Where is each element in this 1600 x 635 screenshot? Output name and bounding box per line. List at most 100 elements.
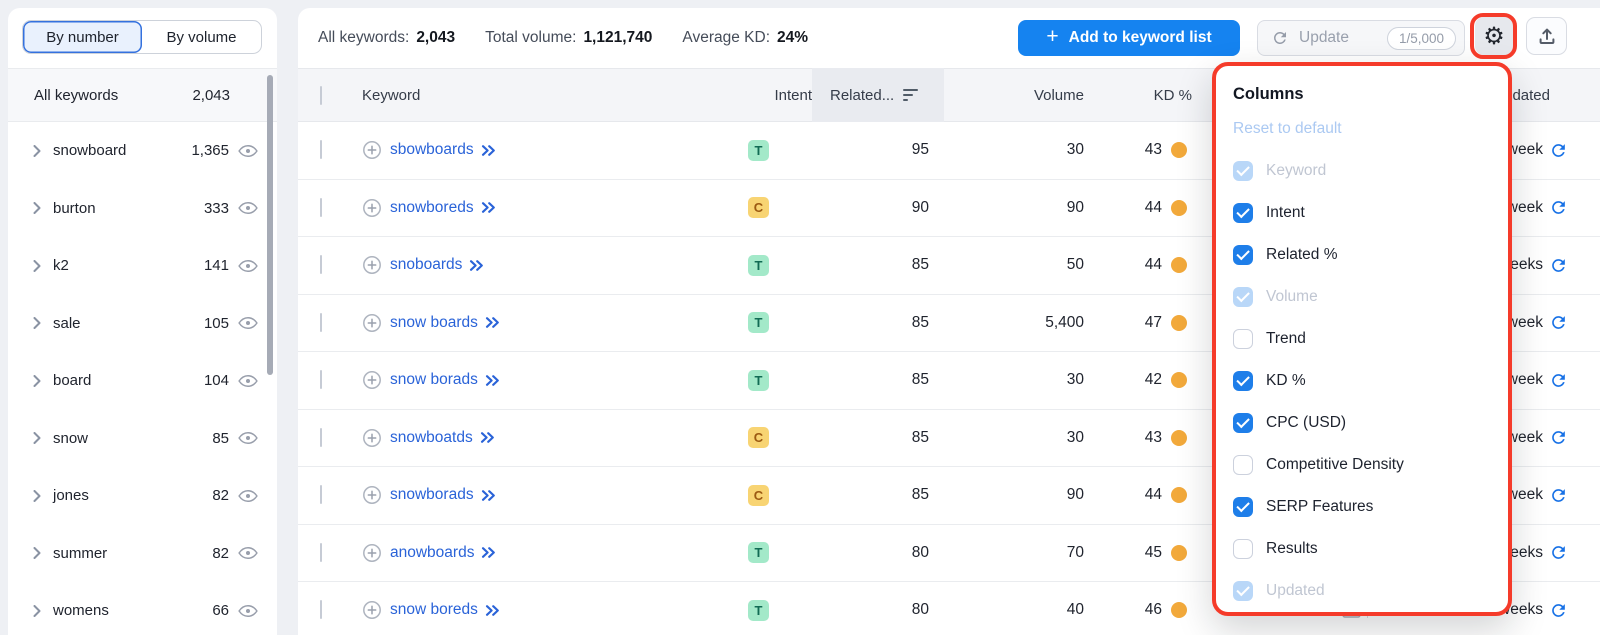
- refresh-row-icon[interactable]: [1549, 428, 1568, 447]
- checkbox-icon[interactable]: [1233, 371, 1253, 391]
- chevron-right-icon[interactable]: [33, 202, 41, 215]
- double-chevron-icon[interactable]: [469, 259, 484, 271]
- keyword-link[interactable]: anowboards: [390, 543, 475, 561]
- header-intent[interactable]: Intent: [774, 86, 812, 104]
- double-chevron-icon[interactable]: [481, 144, 496, 156]
- eye-icon[interactable]: [238, 201, 258, 215]
- double-chevron-icon[interactable]: [485, 374, 500, 386]
- add-keyword-icon[interactable]: [362, 198, 382, 218]
- keyword-group-item[interactable]: sale 105: [8, 295, 277, 353]
- tab-by-number[interactable]: By number: [23, 21, 142, 53]
- all-keywords-row[interactable]: All keywords 2,043: [8, 68, 277, 122]
- chevron-right-icon[interactable]: [33, 604, 41, 617]
- keyword-link[interactable]: snow boards: [390, 313, 478, 331]
- header-kd[interactable]: KD %: [1153, 86, 1192, 104]
- checkbox-icon[interactable]: [1233, 413, 1253, 433]
- refresh-row-icon[interactable]: [1549, 371, 1568, 390]
- keyword-link[interactable]: snowboatds: [390, 428, 473, 446]
- checkbox-icon[interactable]: [1233, 329, 1253, 349]
- keyword-group-item[interactable]: jones 82: [8, 467, 277, 525]
- keyword-group-item[interactable]: burton 333: [8, 180, 277, 238]
- column-toggle-item[interactable]: Related %: [1233, 234, 1492, 276]
- chevron-right-icon[interactable]: [33, 317, 41, 330]
- eye-icon[interactable]: [238, 374, 258, 388]
- sidebar-scrollbar[interactable]: [267, 75, 273, 375]
- refresh-row-icon[interactable]: [1549, 198, 1568, 217]
- select-all-checkbox[interactable]: [320, 85, 322, 105]
- refresh-row-icon[interactable]: [1549, 601, 1568, 620]
- chevron-right-icon[interactable]: [33, 432, 41, 445]
- column-toggle-item[interactable]: KD %: [1233, 360, 1492, 402]
- checkbox-icon[interactable]: [1233, 455, 1253, 475]
- chevron-right-icon[interactable]: [33, 547, 41, 560]
- checkbox-icon[interactable]: [1233, 161, 1253, 181]
- add-keyword-icon[interactable]: [362, 255, 382, 275]
- chevron-right-icon[interactable]: [33, 374, 41, 387]
- eye-icon[interactable]: [238, 259, 258, 273]
- double-chevron-icon[interactable]: [481, 489, 496, 501]
- row-checkbox[interactable]: [320, 312, 322, 332]
- export-button[interactable]: [1526, 17, 1567, 55]
- header-related[interactable]: Related...: [812, 68, 944, 122]
- column-toggle-item[interactable]: Keyword: [1233, 150, 1492, 192]
- column-toggle-item[interactable]: Intent: [1233, 192, 1492, 234]
- refresh-row-icon[interactable]: [1549, 256, 1568, 275]
- checkbox-icon[interactable]: [1233, 539, 1253, 559]
- column-toggle-item[interactable]: Updated: [1233, 570, 1492, 612]
- keyword-group-item[interactable]: womens 66: [8, 582, 277, 635]
- column-toggle-item[interactable]: CPC (USD): [1233, 402, 1492, 444]
- row-checkbox[interactable]: [320, 197, 322, 217]
- refresh-row-icon[interactable]: [1549, 543, 1568, 562]
- keyword-group-item[interactable]: snow 85: [8, 410, 277, 468]
- checkbox-icon[interactable]: [1233, 581, 1253, 601]
- chevron-right-icon[interactable]: [33, 144, 41, 157]
- keyword-group-item[interactable]: summer 82: [8, 525, 277, 583]
- keyword-link[interactable]: snow boreds: [390, 601, 478, 619]
- row-checkbox[interactable]: [320, 485, 322, 505]
- column-toggle-item[interactable]: Trend: [1233, 318, 1492, 360]
- add-keyword-icon[interactable]: [362, 428, 382, 448]
- checkbox-icon[interactable]: [1233, 497, 1253, 517]
- eye-icon[interactable]: [238, 546, 258, 560]
- double-chevron-icon[interactable]: [480, 432, 495, 444]
- row-checkbox[interactable]: [320, 542, 322, 562]
- keyword-group-item[interactable]: board 104: [8, 352, 277, 410]
- keyword-link[interactable]: sbowboards: [390, 141, 474, 159]
- refresh-row-icon[interactable]: [1549, 313, 1568, 332]
- column-toggle-item[interactable]: SERP Features: [1233, 486, 1492, 528]
- add-keyword-icon[interactable]: [362, 543, 382, 563]
- row-checkbox[interactable]: [320, 370, 322, 390]
- keyword-link[interactable]: snowborads: [390, 486, 474, 504]
- add-keyword-icon[interactable]: [362, 370, 382, 390]
- eye-icon[interactable]: [238, 431, 258, 445]
- keyword-group-item[interactable]: k2 141: [8, 237, 277, 295]
- double-chevron-icon[interactable]: [485, 604, 500, 616]
- row-checkbox[interactable]: [320, 255, 322, 275]
- keyword-link[interactable]: snowboreds: [390, 198, 474, 216]
- chevron-right-icon[interactable]: [33, 259, 41, 272]
- chevron-right-icon[interactable]: [33, 489, 41, 502]
- update-button[interactable]: Update 1/5,000: [1257, 20, 1465, 56]
- keyword-link[interactable]: snoboards: [390, 256, 463, 274]
- column-toggle-item[interactable]: Volume: [1233, 276, 1492, 318]
- double-chevron-icon[interactable]: [485, 317, 500, 329]
- add-keyword-icon[interactable]: [362, 140, 382, 160]
- keyword-link[interactable]: snow borads: [390, 371, 478, 389]
- add-to-keyword-list-button[interactable]: + Add to keyword list: [1018, 20, 1240, 56]
- add-keyword-icon[interactable]: [362, 313, 382, 333]
- checkbox-icon[interactable]: [1233, 203, 1253, 223]
- header-keyword[interactable]: Keyword: [362, 86, 421, 104]
- refresh-row-icon[interactable]: [1549, 486, 1568, 505]
- column-toggle-item[interactable]: Competitive Density: [1233, 444, 1492, 486]
- tab-by-volume[interactable]: By volume: [166, 28, 237, 46]
- checkbox-icon[interactable]: [1233, 245, 1253, 265]
- keyword-group-item[interactable]: snowboard 1,365: [8, 122, 277, 180]
- add-keyword-icon[interactable]: [362, 600, 382, 620]
- row-checkbox[interactable]: [320, 600, 322, 620]
- refresh-row-icon[interactable]: [1549, 141, 1568, 160]
- eye-icon[interactable]: [238, 489, 258, 503]
- double-chevron-icon[interactable]: [481, 547, 496, 559]
- double-chevron-icon[interactable]: [481, 202, 496, 214]
- eye-icon[interactable]: [238, 316, 258, 330]
- add-keyword-icon[interactable]: [362, 485, 382, 505]
